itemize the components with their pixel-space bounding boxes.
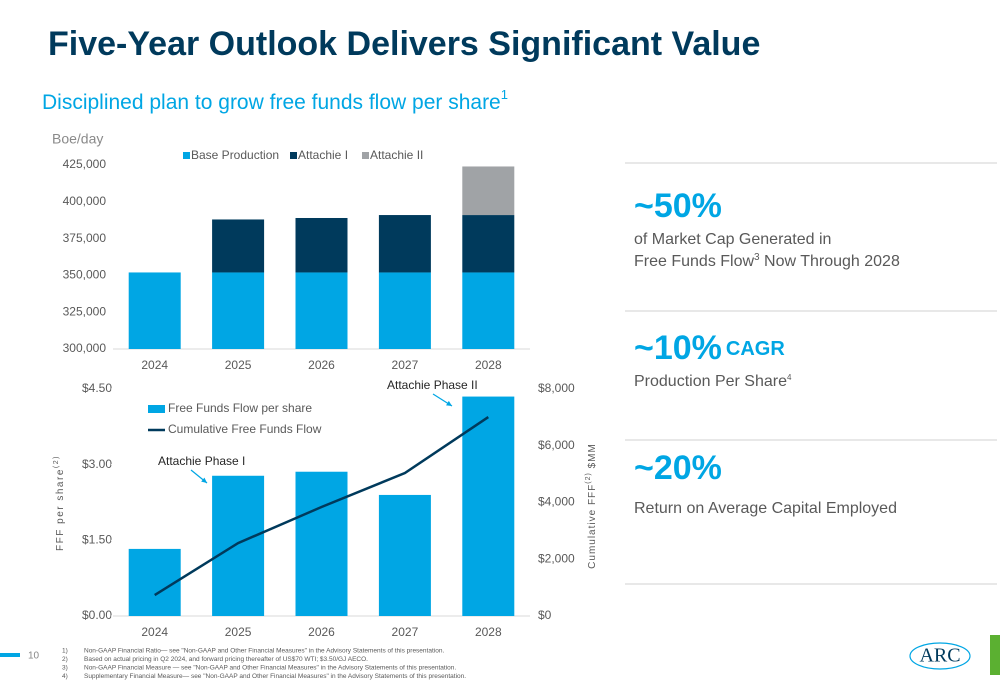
y-tick-label: 325,000 xyxy=(63,304,107,318)
footnotes: 1) Non-GAAP Financial Ratio— see "Non-GAA… xyxy=(62,648,466,681)
bar xyxy=(212,272,265,349)
bar xyxy=(295,471,348,616)
y-tick-label: 375,000 xyxy=(63,231,107,245)
y2-tick-label: $6,000 xyxy=(538,438,575,452)
footnote-text: Non-GAAP Financial Measure — see "Non-GA… xyxy=(84,665,456,672)
y-tick-label: 425,000 xyxy=(63,157,107,171)
x-tick-label: 2025 xyxy=(225,358,252,372)
footnote-number: 4) xyxy=(62,673,68,680)
x-tick-label: 2024 xyxy=(141,625,168,639)
x-tick-label: 2026 xyxy=(308,625,335,639)
x-tick-label: 2025 xyxy=(225,625,252,639)
stat-sup: 3 xyxy=(754,252,760,263)
bar xyxy=(212,475,265,616)
subtitle-text: Disciplined plan to grow free funds flow… xyxy=(42,91,501,114)
legend-label: Cumulative Free Funds Flow xyxy=(168,422,322,436)
bar xyxy=(212,219,265,273)
logo-ring xyxy=(909,642,971,670)
stat-text-part: Production Per Share xyxy=(634,373,787,390)
subtitle-sup: 1 xyxy=(501,87,508,102)
footnote-number: 3) xyxy=(62,665,68,672)
x-tick-label: 2028 xyxy=(475,625,502,639)
line-series xyxy=(154,416,489,597)
y-tick-label: 300,000 xyxy=(63,341,107,355)
slide-title: Five-Year Outlook Delivers Significant V… xyxy=(48,25,760,63)
y-axis-label-sup: (2) xyxy=(53,455,60,468)
footnote-number: 2) xyxy=(62,656,68,663)
bar xyxy=(295,272,348,349)
x-tick-label: 2027 xyxy=(392,625,419,639)
x-tick-label: 2028 xyxy=(475,358,502,372)
bar xyxy=(295,217,348,273)
stat-text: Return on Average Capital Employed xyxy=(634,500,897,517)
page-bar xyxy=(0,653,20,657)
logo: ARC xyxy=(919,645,960,667)
y-tick-label: 350,000 xyxy=(63,268,107,282)
y2-tick-label: $0 xyxy=(538,608,552,622)
footnote-text: Based on actual pricing in Q2 2024, and … xyxy=(84,656,368,663)
stat-value: ~10% CAGR xyxy=(634,329,785,367)
bar xyxy=(378,272,431,349)
bar xyxy=(378,494,431,616)
bar xyxy=(378,215,431,273)
annotation: Attachie Phase I xyxy=(158,454,245,468)
y2-tick-label: $2,000 xyxy=(538,551,575,565)
y-axis-label: FFF per share(2) xyxy=(53,455,66,551)
y-axis-label: Boe/day xyxy=(52,131,103,147)
legend-label: Attachie II xyxy=(370,148,423,162)
y2-axis-label-sup: (2) xyxy=(585,472,592,484)
y2-axis-label-unit: $MM xyxy=(587,443,598,472)
legend-swatch xyxy=(183,152,190,159)
legend-swatch xyxy=(148,405,165,413)
legend-label: Attachie I xyxy=(298,148,348,162)
annotation: Attachie Phase II xyxy=(387,378,478,392)
bar xyxy=(128,272,181,349)
x-tick-label: 2024 xyxy=(141,358,168,372)
stats: ~50% of Market Cap Generated in Free Fun… xyxy=(634,187,900,517)
legend-label: Free Funds Flow per share xyxy=(168,401,312,415)
y2-axis-label-text: Cumulative FFF xyxy=(587,484,598,569)
annotation-arrowhead xyxy=(446,400,452,406)
y-tick-label: $3.00 xyxy=(82,457,112,471)
corner-accent xyxy=(990,635,1000,675)
stat-text-part: Free Funds Flow xyxy=(634,253,754,270)
bar xyxy=(462,166,515,216)
divider-lines xyxy=(625,162,997,585)
stat-value: ~50% xyxy=(634,187,722,225)
x-tick-label: 2026 xyxy=(308,358,335,372)
stat-text: Free Funds Flow3 Now Through 2028 xyxy=(634,252,900,271)
footnote-text: Supplementary Financial Measure— see "No… xyxy=(84,673,466,680)
stat-text-part: Now Through 2028 xyxy=(760,253,900,270)
annotation-arrowhead xyxy=(201,477,207,483)
stat-tag: CAGR xyxy=(726,338,785,360)
stat-value: ~20% xyxy=(634,449,722,487)
y2-axis-label: Cumulative FFF(2) $MM xyxy=(585,443,598,569)
bar xyxy=(462,215,515,273)
y-axis-label-text: FFF per share xyxy=(55,468,66,551)
page-number: 10 xyxy=(28,651,40,662)
stat-number: ~10% xyxy=(634,329,722,367)
legend-swatch xyxy=(362,152,369,159)
slide-subtitle: Disciplined plan to grow free funds flow… xyxy=(42,87,508,113)
x-tick-label: 2027 xyxy=(392,358,419,372)
y2-tick-label: $4,000 xyxy=(538,495,575,509)
y2-tick-label: $8,000 xyxy=(538,381,575,395)
legend-label: Base Production xyxy=(191,148,279,162)
stat-text: of Market Cap Generated in xyxy=(634,231,831,248)
y-tick-label: $4.50 xyxy=(82,381,112,395)
footnote-text: Non-GAAP Financial Ratio— see "Non-GAAP … xyxy=(84,648,444,655)
y-tick-label: $1.50 xyxy=(82,533,112,547)
y-tick-label: $0.00 xyxy=(82,608,112,622)
stat-sup: 4 xyxy=(787,373,792,382)
bar xyxy=(128,548,181,616)
footnote-number: 1) xyxy=(62,648,68,655)
bar xyxy=(462,272,515,349)
bar xyxy=(462,396,515,616)
stat-text: Production Per Share4 xyxy=(634,373,792,390)
y-tick-label: 400,000 xyxy=(63,194,107,208)
legend-swatch xyxy=(290,152,297,159)
